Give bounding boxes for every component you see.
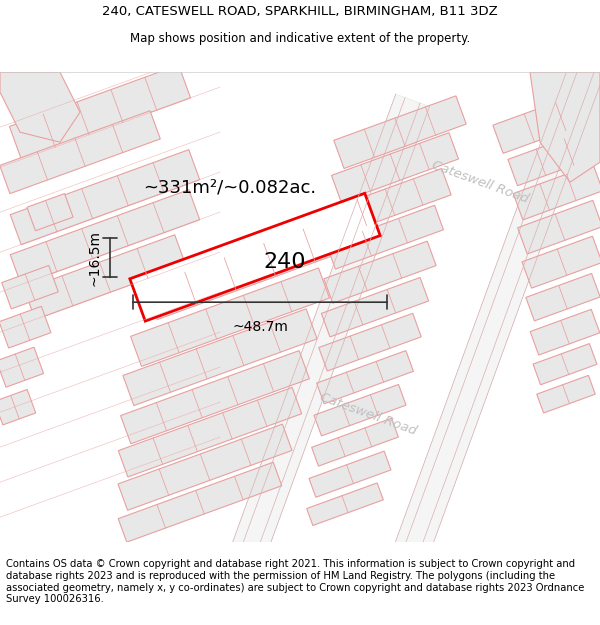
Polygon shape <box>130 193 380 321</box>
Polygon shape <box>121 351 310 444</box>
Polygon shape <box>324 241 436 303</box>
Polygon shape <box>25 235 185 319</box>
Polygon shape <box>331 132 458 202</box>
Polygon shape <box>0 111 160 194</box>
Polygon shape <box>526 274 600 321</box>
Polygon shape <box>27 194 73 231</box>
Polygon shape <box>0 72 80 142</box>
Text: 240: 240 <box>264 252 306 272</box>
Polygon shape <box>0 389 36 425</box>
Text: Cateswell Road: Cateswell Road <box>430 159 530 206</box>
Text: Contains OS data © Crown copyright and database right 2021. This information is : Contains OS data © Crown copyright and d… <box>6 559 584 604</box>
Text: ~331m²/~0.082ac.: ~331m²/~0.082ac. <box>143 178 317 196</box>
Polygon shape <box>319 313 421 371</box>
Polygon shape <box>322 278 428 337</box>
Text: 240, CATESWELL ROAD, SPARKHILL, BIRMINGHAM, B11 3DZ: 240, CATESWELL ROAD, SPARKHILL, BIRMINGH… <box>102 6 498 19</box>
Polygon shape <box>307 483 383 526</box>
Polygon shape <box>311 418 398 466</box>
Polygon shape <box>314 384 406 436</box>
Polygon shape <box>533 344 597 385</box>
Polygon shape <box>10 65 191 159</box>
Polygon shape <box>118 462 282 542</box>
Text: Cateswell Road: Cateswell Road <box>318 391 418 438</box>
Polygon shape <box>10 149 200 245</box>
Polygon shape <box>530 72 600 182</box>
Polygon shape <box>131 268 329 366</box>
Polygon shape <box>513 164 600 220</box>
Polygon shape <box>10 189 200 285</box>
Polygon shape <box>317 351 413 404</box>
Polygon shape <box>123 309 317 406</box>
Polygon shape <box>190 94 430 625</box>
Polygon shape <box>145 215 355 319</box>
Polygon shape <box>537 376 595 413</box>
Polygon shape <box>518 201 600 254</box>
Polygon shape <box>118 388 302 477</box>
Polygon shape <box>309 451 391 498</box>
Polygon shape <box>329 169 451 236</box>
Polygon shape <box>508 129 600 186</box>
Polygon shape <box>380 19 600 595</box>
Polygon shape <box>493 91 597 153</box>
Polygon shape <box>334 96 466 169</box>
Polygon shape <box>326 205 443 269</box>
Text: Map shows position and indicative extent of the property.: Map shows position and indicative extent… <box>130 32 470 45</box>
Text: ~48.7m: ~48.7m <box>232 320 288 334</box>
Polygon shape <box>530 309 600 355</box>
Polygon shape <box>118 424 292 510</box>
Polygon shape <box>2 266 58 309</box>
Polygon shape <box>522 236 600 288</box>
Polygon shape <box>0 348 44 387</box>
Text: ~16.5m: ~16.5m <box>88 229 102 286</box>
Polygon shape <box>0 306 51 348</box>
